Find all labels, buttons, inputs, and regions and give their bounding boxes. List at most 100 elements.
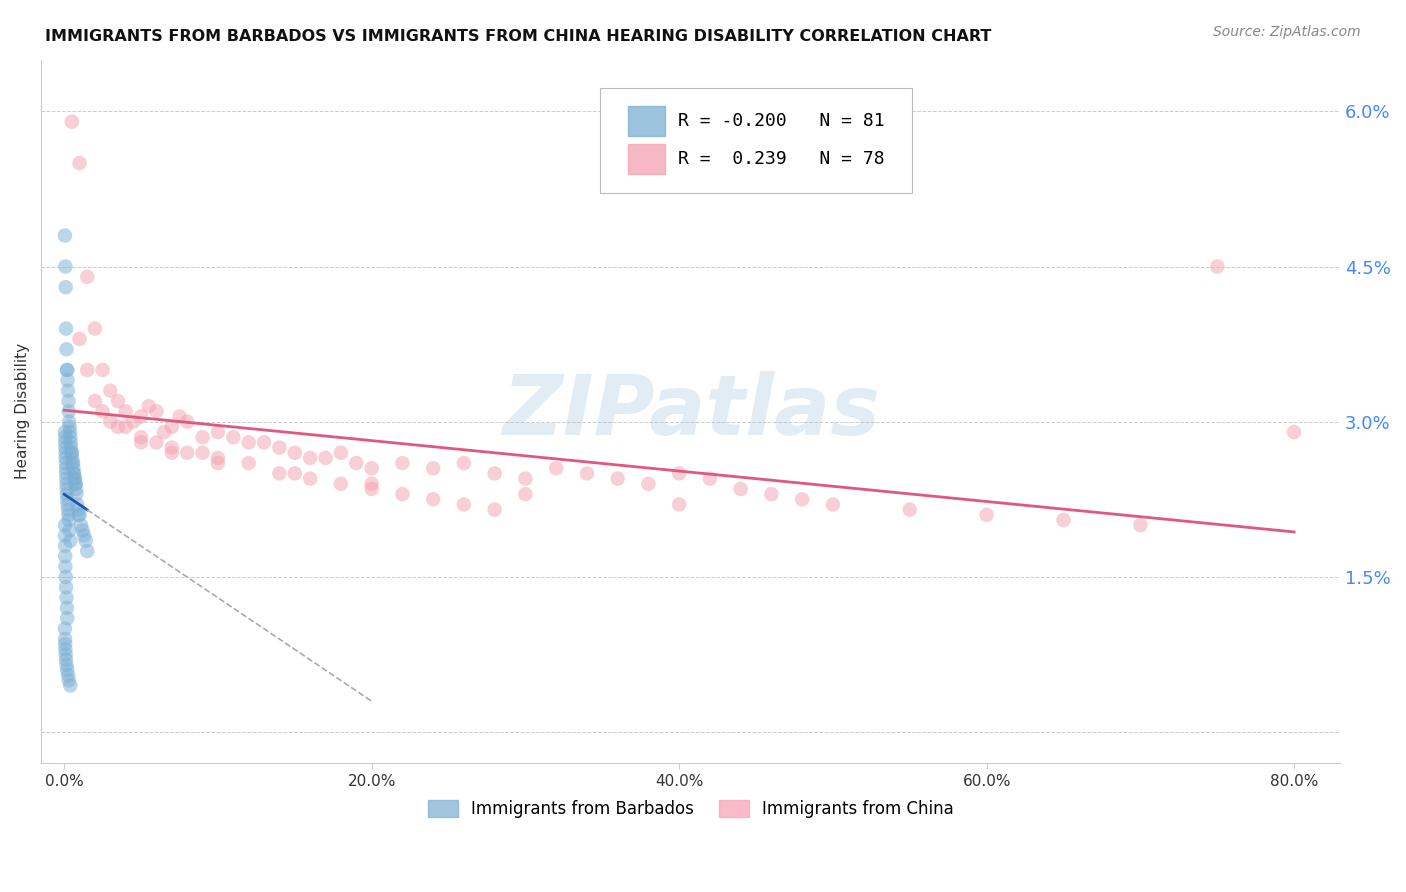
Point (55, 642, 77, 657)
Point (145, 404, 167, 418)
Point (55, 456, 77, 470)
Point (63, 472, 86, 486)
Point (76, 363, 98, 377)
Point (668, 498, 690, 512)
Point (59, 679, 82, 693)
Bar (628, 144, 665, 174)
Point (70, 518, 93, 533)
Point (129, 435, 152, 450)
Point (515, 472, 537, 486)
Point (53, 549, 76, 564)
Point (637, 476, 659, 491)
Point (55, 321, 77, 335)
Point (55, 591, 77, 605)
Point (58, 420, 80, 434)
Point (60, 446, 83, 460)
Point (360, 476, 382, 491)
Bar (628, 106, 665, 136)
Point (59, 425, 82, 439)
Point (453, 498, 475, 512)
Point (360, 461, 382, 475)
Point (176, 415, 198, 429)
Point (53, 425, 76, 439)
Point (56, 492, 79, 507)
Point (56, 502, 79, 516)
Point (976, 508, 998, 522)
Point (122, 415, 145, 429)
Point (191, 446, 214, 460)
Point (55, 461, 77, 475)
Point (299, 472, 322, 486)
Point (65, 476, 87, 491)
Point (56, 363, 79, 377)
Point (56, 611, 79, 625)
Point (53, 539, 76, 553)
Point (62, 461, 84, 475)
Point (55, 476, 77, 491)
Point (59, 533, 82, 548)
Point (207, 456, 229, 470)
Point (69, 332, 91, 346)
Point (792, 492, 814, 507)
Point (1206, 260, 1229, 274)
Point (55, 472, 77, 486)
Point (53, 632, 76, 646)
Point (129, 430, 152, 444)
Point (84, 321, 107, 335)
Point (53, 228, 76, 243)
Point (284, 467, 307, 481)
Point (453, 456, 475, 470)
Point (58, 415, 80, 429)
Point (730, 482, 752, 496)
Point (160, 446, 183, 460)
Point (546, 461, 568, 475)
Point (55, 441, 77, 455)
Point (55, 280, 77, 294)
Point (56, 663, 79, 677)
Point (62, 456, 84, 470)
Point (344, 456, 367, 470)
Point (315, 450, 337, 465)
Point (98, 384, 121, 398)
Point (1052, 513, 1074, 527)
Point (55, 260, 77, 274)
Point (55, 450, 77, 465)
Point (91, 363, 114, 377)
Point (56, 384, 79, 398)
Point (73, 528, 96, 542)
Point (145, 435, 167, 450)
Point (84, 394, 107, 409)
Point (69, 156, 91, 170)
Point (55, 559, 77, 574)
Point (67, 508, 90, 522)
Point (269, 467, 291, 481)
Point (66, 502, 89, 516)
Point (58, 394, 80, 409)
Point (60, 450, 83, 465)
Point (1129, 518, 1152, 533)
Point (59, 430, 82, 444)
Point (668, 467, 690, 481)
Point (98, 415, 121, 429)
Point (422, 492, 444, 507)
Point (191, 430, 214, 444)
Point (699, 472, 721, 486)
Point (63, 467, 86, 481)
Point (62, 456, 84, 470)
Point (56, 363, 79, 377)
Point (176, 446, 198, 460)
Point (62, 467, 84, 481)
Point (53, 528, 76, 542)
Point (169, 409, 191, 424)
Point (60, 446, 83, 460)
Point (59, 435, 82, 450)
Point (329, 446, 352, 460)
Point (284, 446, 307, 460)
Point (53, 435, 76, 450)
Point (299, 450, 322, 465)
Point (55, 343, 77, 357)
Point (72, 524, 94, 538)
Point (53, 622, 76, 636)
Point (898, 502, 921, 516)
Text: ZIPatlas: ZIPatlas (502, 371, 880, 452)
